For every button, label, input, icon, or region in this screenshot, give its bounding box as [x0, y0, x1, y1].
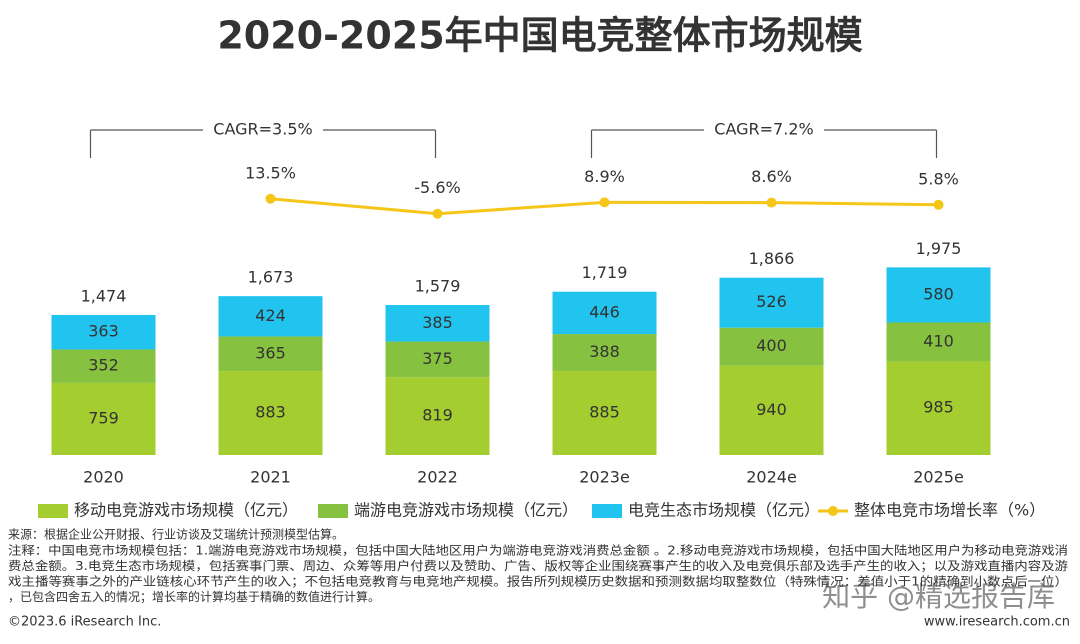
growth-label: -5.6% — [414, 178, 460, 197]
cagr-label: CAGR=3.5% — [213, 120, 312, 139]
growth-point — [265, 193, 276, 204]
website: www.iresearch.com.cn — [924, 615, 1070, 630]
segment-label: 410 — [923, 331, 954, 350]
legend-swatch — [38, 504, 68, 518]
legend-label: 电竞生态市场规模（亿元） — [628, 501, 820, 520]
bar-segment — [552, 291, 657, 335]
x-tick-label: 2025e — [913, 468, 964, 487]
segment-label: 385 — [422, 313, 453, 332]
legend-label: 端游电竞游戏市场规模（亿元） — [354, 501, 578, 520]
note-line: ，已包含四舍五入的情况；增长率的计算均基于精确的数值进行计算。 — [8, 589, 380, 604]
bar-segment — [886, 267, 991, 323]
bar-segment — [886, 322, 991, 362]
total-label: 1,673 — [248, 268, 294, 287]
bar-segment — [51, 349, 156, 383]
growth-point — [766, 197, 777, 208]
bar-segment — [51, 314, 156, 350]
segment-label: 352 — [88, 356, 119, 375]
segment-label: 446 — [589, 302, 620, 321]
growth-label: 5.8% — [918, 169, 959, 188]
bar-segment — [552, 370, 657, 455]
segment-label: 580 — [923, 284, 954, 303]
x-tick-label: 2022 — [417, 468, 458, 487]
segment-label: 388 — [589, 342, 620, 361]
segment-label: 526 — [756, 292, 787, 311]
segment-label: 819 — [422, 406, 453, 425]
bar-segment — [218, 371, 323, 455]
segment-label: 940 — [756, 400, 787, 419]
legend-label: 整体电竞市场增长率（%） — [854, 501, 1045, 520]
bar-segment — [719, 365, 824, 455]
segment-label: 365 — [255, 343, 286, 362]
bar-segment — [385, 304, 490, 342]
x-tick-label: 2023e — [579, 468, 630, 487]
note-line: 戏主播等赛事之外的产业链核心环节产生的收入；不包括电竞教育与电竞地产规模。报告所… — [8, 574, 1068, 589]
bar-segment — [552, 334, 657, 371]
copyright: ©2023.6 iResearch Inc. — [8, 615, 161, 630]
segment-label: 885 — [589, 402, 620, 421]
segment-label: 375 — [422, 349, 453, 368]
x-tick-label: 2020 — [83, 468, 124, 487]
bar-segment — [218, 296, 323, 337]
cagr-label: CAGR=7.2% — [714, 120, 813, 139]
total-label: 1,719 — [582, 263, 628, 282]
legend-label: 移动电竞游戏市场规模（亿元） — [74, 501, 298, 520]
growth-point — [432, 208, 443, 219]
bar-segment — [886, 361, 991, 455]
bar-segment — [719, 277, 824, 328]
bar-segment — [719, 327, 824, 366]
legend-swatch — [592, 504, 622, 518]
legend-swatch — [318, 504, 348, 518]
note-line: 费总金额。3.电竞生态市场规模，包括赛事门票、周边、众筹等用户付费以及赞助、广告… — [8, 558, 1068, 573]
segment-label: 400 — [756, 336, 787, 355]
x-tick-label: 2021 — [250, 468, 291, 487]
note-line: 注释：中国电竞市场规模包括：1.端游电竞游戏市场规模，包括中国大陆地区用户为端游… — [8, 543, 1068, 558]
growth-label: 8.9% — [584, 167, 625, 186]
bar-segment — [218, 336, 323, 372]
x-tick-label: 2024e — [746, 468, 797, 487]
segment-label: 759 — [88, 408, 119, 427]
growth-label: 8.6% — [751, 167, 792, 186]
growth-label: 13.5% — [245, 163, 296, 182]
total-label: 1,975 — [916, 239, 962, 258]
segment-label: 363 — [88, 322, 119, 341]
total-label: 1,474 — [81, 286, 127, 305]
segment-label: 883 — [255, 403, 286, 422]
total-label: 1,866 — [749, 249, 795, 268]
segment-label: 424 — [255, 306, 286, 325]
legend-dot — [828, 506, 838, 516]
growth-point — [599, 197, 610, 208]
source: 来源：根据企业公开财报、行业访谈及艾瑞统计预测模型估算。 — [8, 527, 344, 542]
watermark: 知乎 @精选报告库 — [822, 580, 1055, 613]
bar-segment — [385, 341, 490, 378]
growth-point — [933, 199, 944, 210]
bar-segment — [51, 382, 156, 455]
total-label: 1,579 — [415, 276, 461, 295]
bar-segment — [385, 377, 490, 455]
chart-title: 2020-2025年中国电竞整体市场规模 — [217, 14, 862, 58]
segment-label: 985 — [923, 398, 954, 417]
